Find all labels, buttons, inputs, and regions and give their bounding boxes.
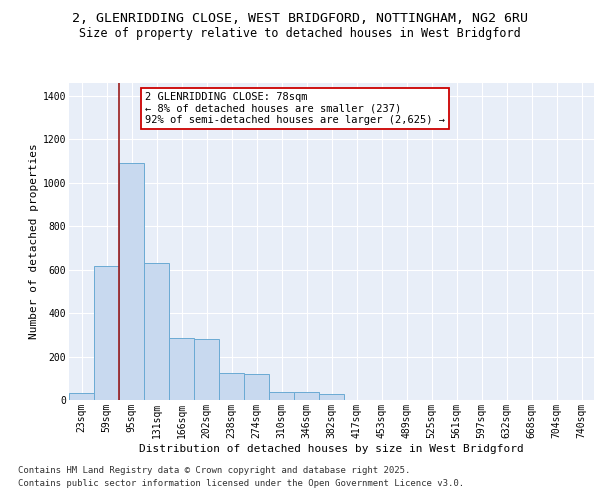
Bar — [94, 266, 119, 400]
Bar — [169, 338, 194, 400]
Bar — [219, 373, 244, 400]
Bar — [194, 339, 219, 400]
Y-axis label: Number of detached properties: Number of detached properties — [29, 144, 38, 339]
Bar — [144, 262, 169, 400]
Text: 2, GLENRIDDING CLOSE, WEST BRIDGFORD, NOTTINGHAM, NG2 6RU: 2, GLENRIDDING CLOSE, WEST BRIDGFORD, NO… — [72, 12, 528, 26]
Bar — [119, 163, 144, 400]
Text: 2 GLENRIDDING CLOSE: 78sqm
← 8% of detached houses are smaller (237)
92% of semi: 2 GLENRIDDING CLOSE: 78sqm ← 8% of detac… — [145, 92, 445, 125]
Text: Contains public sector information licensed under the Open Government Licence v3: Contains public sector information licen… — [18, 478, 464, 488]
X-axis label: Distribution of detached houses by size in West Bridgford: Distribution of detached houses by size … — [139, 444, 524, 454]
Bar — [69, 394, 94, 400]
Bar — [319, 394, 344, 400]
Bar — [269, 392, 294, 400]
Bar — [294, 392, 319, 400]
Text: Contains HM Land Registry data © Crown copyright and database right 2025.: Contains HM Land Registry data © Crown c… — [18, 466, 410, 475]
Text: Size of property relative to detached houses in West Bridgford: Size of property relative to detached ho… — [79, 28, 521, 40]
Bar — [244, 374, 269, 400]
